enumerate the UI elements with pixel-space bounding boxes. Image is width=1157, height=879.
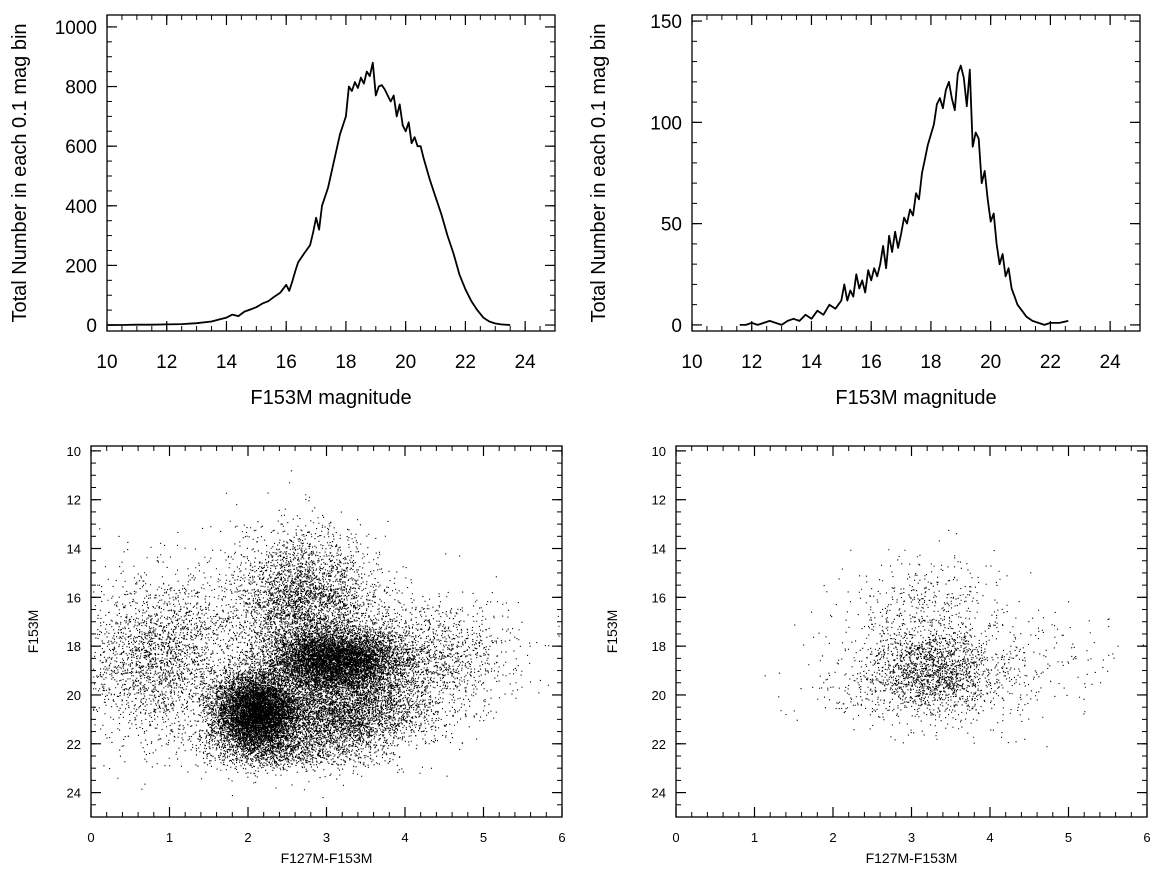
y-tick-label: 16 — [652, 590, 666, 605]
cmd-right-panel: 0 1 2 3 4 5 6 10 12 14 16 18 20 22 24 F127M-F153M F153M — [579, 430, 1157, 874]
x-tick-label: 22 — [1040, 352, 1061, 373]
x-tick-label: 20 — [395, 352, 416, 373]
x-tick-label: 0 — [672, 830, 679, 845]
x-tick-label: 0 — [87, 830, 94, 845]
x-axis-title: F127M-F153M — [866, 850, 958, 866]
x-tick-label: 16 — [276, 352, 297, 373]
cmd-left-panel: 0 1 2 3 4 5 6 10 12 14 16 18 20 22 24 F127M-F153M F153M — [0, 430, 578, 874]
x-tick-label: 3 — [323, 830, 330, 845]
y-tick-label: 200 — [65, 256, 97, 277]
y-tick-label: 0 — [671, 316, 682, 337]
y-tick-label: 14 — [652, 542, 666, 557]
x-tick-label: 14 — [216, 352, 238, 373]
x-axis-title: F153M magnitude — [835, 387, 996, 409]
scatter-points — [764, 529, 1144, 748]
y-tick-label: 20 — [652, 688, 666, 703]
y-tick-label: 24 — [67, 786, 81, 801]
y-tick-label: 22 — [67, 737, 81, 752]
y-tick-label: 100 — [650, 113, 682, 134]
histogram-series-line-0 — [107, 61, 511, 326]
x-tick-label: 24 — [1100, 352, 1122, 373]
y-tick-label: 24 — [652, 786, 666, 801]
plot-frame — [691, 14, 1141, 332]
y-tick-label: 16 — [67, 590, 81, 605]
x-tick-label: 14 — [801, 352, 823, 373]
x-tick-label: 1 — [166, 830, 173, 845]
histogram-right-panel: 10 12 14 16 18 20 22 24 0 50 100 150 F153M magnitude… — [579, 0, 1157, 420]
x-tick-label: 18 — [920, 352, 941, 373]
histogram-left-chart: 10 12 14 16 18 20 22 24 0 200 400 600 800 1000 F153M m… — [9, 14, 556, 409]
y-tick-label: 12 — [67, 493, 81, 508]
x-tick-label: 10 — [96, 352, 117, 373]
x-tick-label: 18 — [335, 352, 356, 373]
x-tick-label: 20 — [980, 352, 1001, 373]
x-tick-label: 12 — [156, 352, 177, 373]
histogram-left-panel: 10 12 14 16 18 20 22 24 0 200 400 600 800 1000 F153M m… — [0, 0, 578, 420]
y-tick-label: 22 — [652, 737, 666, 752]
y-tick-label: 50 — [661, 215, 682, 236]
y-tick-label: 1000 — [55, 18, 97, 39]
y-tick-label: 10 — [67, 444, 81, 459]
x-tick-label: 22 — [455, 352, 476, 373]
y-tick-label: 0 — [86, 316, 97, 337]
y-tick-label: 20 — [67, 688, 81, 703]
y-axis-title: F153M — [25, 610, 41, 654]
y-tick-label: 150 — [650, 12, 682, 33]
x-tick-label: 10 — [681, 352, 702, 373]
histogram-series-line-0 — [739, 64, 1069, 326]
x-tick-label: 3 — [908, 830, 915, 845]
x-tick-label: 2 — [829, 830, 836, 845]
y-axis-title: Total Number in each 0.1 mag bin — [9, 23, 31, 322]
y-axis-title: Total Number in each 0.1 mag bin — [588, 23, 610, 322]
x-axis-title: F127M-F153M — [281, 850, 373, 866]
y-tick-label: 10 — [652, 444, 666, 459]
x-tick-label: 5 — [1065, 830, 1072, 845]
x-tick-label: 4 — [986, 830, 993, 845]
x-tick-label: 1 — [751, 830, 758, 845]
y-tick-label: 600 — [65, 137, 97, 158]
x-tick-label: 16 — [861, 352, 882, 373]
y-tick-label: 12 — [652, 493, 666, 508]
y-axis-title: F153M — [604, 610, 620, 654]
x-tick-label: 2 — [244, 830, 251, 845]
y-tick-label: 14 — [67, 542, 81, 557]
x-tick-label: 24 — [515, 352, 537, 373]
y-tick-label: 400 — [65, 197, 97, 218]
x-tick-label: 12 — [741, 352, 762, 373]
plot-frame — [675, 445, 1148, 818]
x-tick-label: 5 — [480, 830, 487, 845]
scatter-points — [92, 470, 560, 799]
x-tick-label: 6 — [1143, 830, 1150, 845]
x-tick-label: 6 — [558, 830, 565, 845]
histogram-right-chart: 10 12 14 16 18 20 22 24 0 50 100 150 F153M magnitude… — [588, 12, 1141, 409]
y-tick-label: 18 — [67, 639, 81, 654]
x-axis-title: F153M magnitude — [250, 387, 411, 409]
y-tick-label: 800 — [65, 78, 97, 99]
x-tick-label: 4 — [401, 830, 408, 845]
y-tick-label: 18 — [652, 639, 666, 654]
